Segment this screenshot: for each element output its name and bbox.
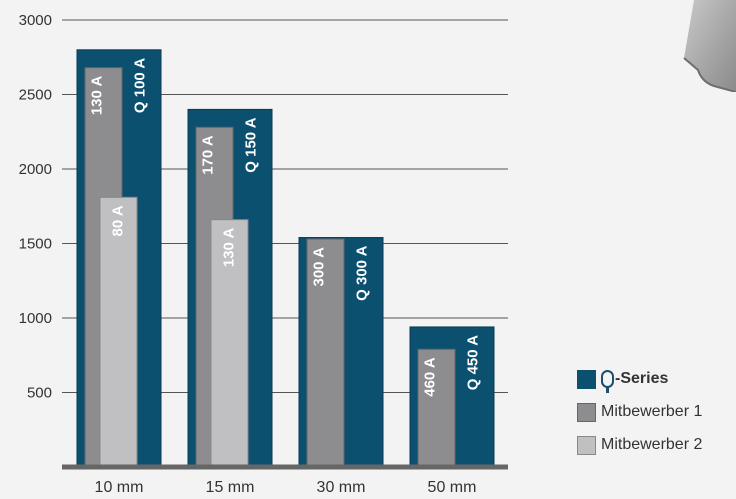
bar-label-mitbewerber-2: 130 A [221,228,238,268]
legend-item-q-series: -Series [577,366,702,393]
q-logo-icon [601,370,614,393]
y-tick-label: 1000 [19,310,52,327]
x-category-label: 10 mm [95,479,144,496]
y-tick-label: 3000 [19,12,52,29]
legend-swatch-mitbewerber-1 [577,402,596,422]
bar-label-q-series: Q 300 A [354,245,371,300]
bar-mitbewerber-1 [306,238,345,468]
x-axis-categories: 10 mm 15 mm 30 mm 50 mm [95,479,477,496]
y-tick-label: 500 [27,385,52,402]
chart-legend: -Series Mitbewerber 1 Mitbewerber 2 [577,366,702,465]
x-category-label: 30 mm [317,479,366,496]
bar-mitbewerber-2 [210,219,249,468]
legend-label-mitbewerber-1: Mitbewerber 1 [601,403,703,420]
product-photo-icon [683,0,736,93]
q-logo: -Series [601,370,669,393]
bar-mitbewerber-1 [417,348,456,468]
y-axis-ticks: 500 1000 1500 2000 2500 3000 [19,12,52,402]
legend-swatch-q-series [577,369,596,389]
legend-item-mitbewerber-1: Mitbewerber 1 [577,399,702,425]
legend-item-mitbewerber-2: Mitbewerber 2 [577,432,702,458]
x-category-label: 15 mm [206,479,255,496]
bar-label-mitbewerber-1: 170 A [200,135,217,175]
bars: Q 100 A 130 A 80 A Q 150 A 170 A 130 A Q 300 A… [76,49,495,468]
bar-label-mitbewerber-2: 80 A [110,205,127,236]
legend-label-mitbewerber-2: Mitbewerber 2 [601,436,703,453]
bar-label-mitbewerber-1: 130 A [89,76,106,116]
bar-label-q-series: Q 450 A [465,335,482,390]
legend-label-q-series: -Series [615,370,669,387]
product-photo-fragment [680,0,736,93]
bar-mitbewerber-2 [99,196,138,468]
y-tick-label: 2500 [19,87,52,104]
legend-swatch-mitbewerber-2 [577,435,596,455]
x-category-label: 50 mm [428,479,477,496]
bar-label-q-series: Q 150 A [243,117,260,172]
bar-label-mitbewerber-1: 460 A [422,357,439,397]
y-tick-label: 1500 [19,236,52,253]
bar-label-q-series: Q 100 A [132,58,149,113]
y-tick-label: 2000 [19,161,52,178]
bar-label-mitbewerber-1: 300 A [311,247,328,287]
